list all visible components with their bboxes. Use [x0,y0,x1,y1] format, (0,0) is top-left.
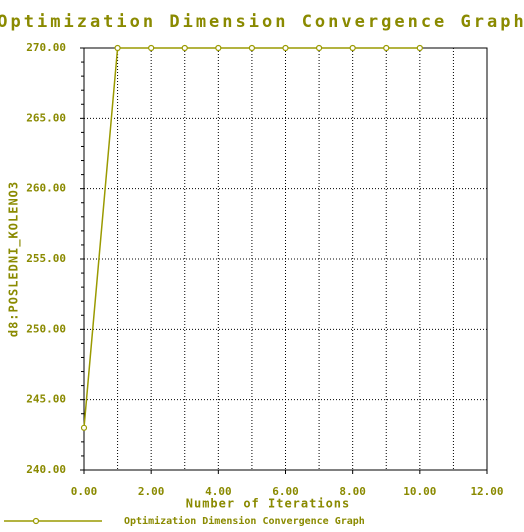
y-tick-label: 250.00 [26,322,66,335]
chart-title: Optimization Dimension Convergence Graph [0,12,524,32]
x-tick-label: 10.00 [403,485,436,498]
x-axis-label: Number of Iterations [186,497,351,511]
data-point [383,44,390,52]
y-tick-label: 240.00 [26,463,66,476]
data-point [215,44,222,52]
plot-area: 0.00 2.00 4.00 6.00 8.00 10.00 12.00 240.00 245.… [26,41,503,498]
data-point [148,44,155,52]
y-tick-label: 265.00 [26,111,66,124]
y-tick-label: 245.00 [26,393,66,406]
data-point [315,44,323,52]
legend-marker [32,517,40,525]
data-point [416,44,423,52]
data-point [181,44,188,52]
data-point [114,44,121,52]
data-point [248,44,256,52]
x-tick-label: 0.00 [71,485,98,498]
y-tick-label: 260.00 [26,182,66,195]
x-tick-label: 12.00 [470,485,503,498]
y-tick-label: 255.00 [26,252,66,265]
y-tick-label: 270.00 [26,41,66,54]
x-tick-label: 4.00 [205,485,232,498]
x-tick-label: 2.00 [138,485,165,498]
x-tick-label: 6.00 [272,485,299,498]
data-point [282,44,289,52]
y-axis-label: d8:POSLEDNI_KOLENO3 [7,181,22,337]
legend-label: Optimization Dimension Convergence Graph [124,515,365,527]
x-tick-label: 8.00 [339,485,366,498]
data-point [80,424,88,431]
data-point [349,44,356,52]
